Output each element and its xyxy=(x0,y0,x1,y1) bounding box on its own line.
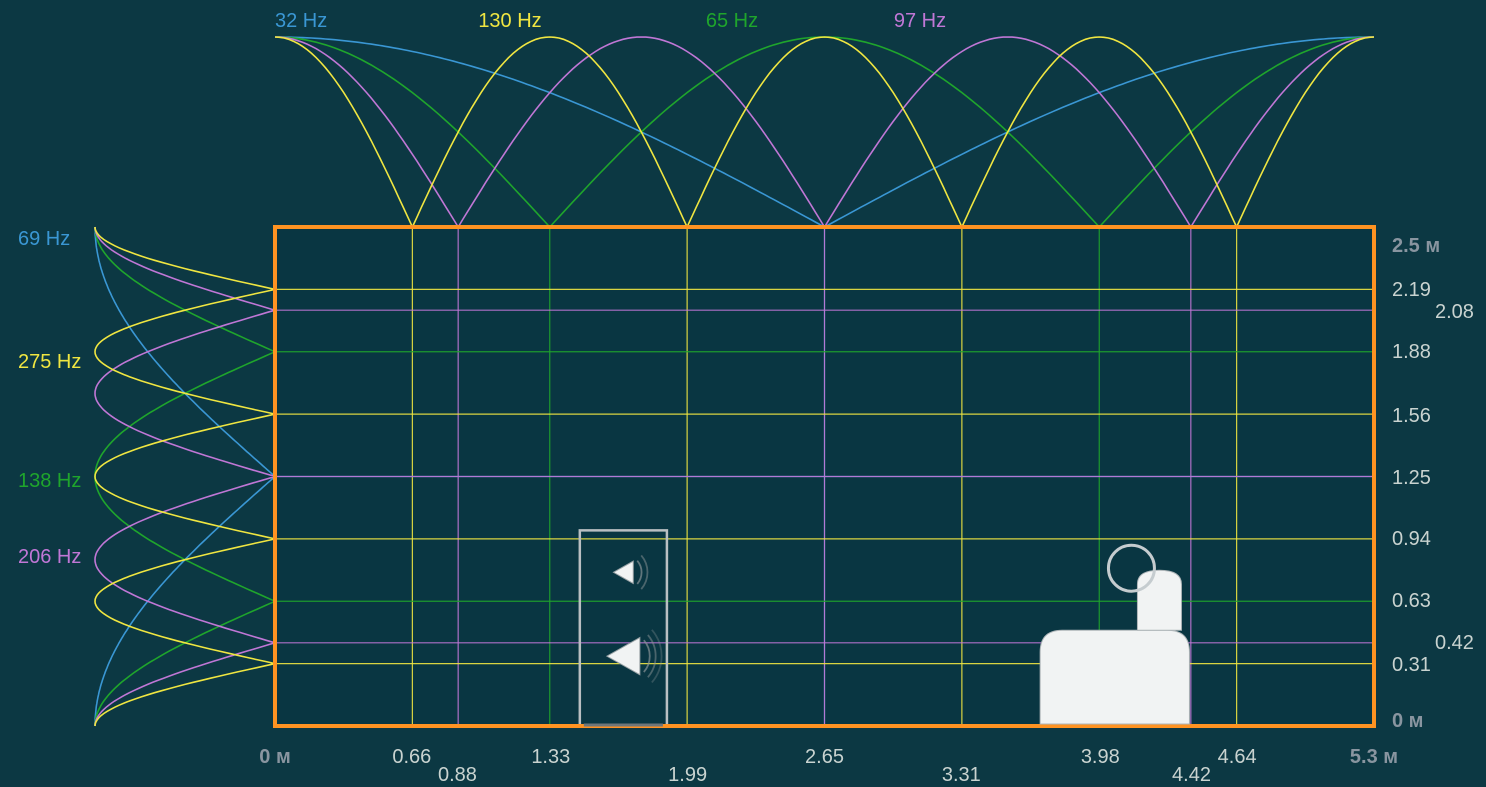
y-axis-end: 2.5 м xyxy=(1392,235,1440,258)
listener-torso xyxy=(1137,570,1181,630)
y-axis-start: 0 м xyxy=(1392,710,1423,733)
x-axis-start: 0 м xyxy=(259,746,290,769)
left-mode-curve xyxy=(95,227,275,726)
y-tick-label: 0.94 xyxy=(1392,528,1431,551)
left-freq-label: 275 Hz xyxy=(18,351,81,374)
diagram-svg xyxy=(0,0,1486,777)
x-tick-label: 1.33 xyxy=(531,746,570,769)
y-tick-label: 0.63 xyxy=(1392,590,1431,613)
top-freq-label: 32 Hz xyxy=(275,10,327,33)
top-mode-curve xyxy=(275,37,1374,227)
x-tick-label: 2.65 xyxy=(805,746,844,769)
x-tick-label: 4.42 xyxy=(1172,764,1211,787)
x-tick-label: 4.64 xyxy=(1218,746,1257,769)
listener-seat xyxy=(1040,630,1189,724)
x-tick-label: 0.66 xyxy=(392,746,431,769)
top-freq-label: 97 Hz xyxy=(894,10,946,33)
left-freq-label: 69 Hz xyxy=(18,228,70,251)
y-tick-label: 0.31 xyxy=(1392,654,1431,677)
left-freq-label: 138 Hz xyxy=(18,470,81,493)
x-tick-label: 0.88 xyxy=(438,764,477,787)
top-freq-label: 65 Hz xyxy=(706,10,758,33)
x-tick-label: 3.31 xyxy=(942,764,981,787)
y-tick-label: 1.56 xyxy=(1392,405,1431,428)
top-freq-label: 130 Hz xyxy=(478,10,541,33)
x-tick-label: 3.98 xyxy=(1081,746,1120,769)
x-tick-label: 1.99 xyxy=(668,764,707,787)
figure-root: 32 Hz 130 Hz 65 Hz 97 Hz 69 Hz 275 Hz 138 Hz 20… xyxy=(0,0,1486,777)
left-freq-label: 206 Hz xyxy=(18,546,81,569)
y-tick-label: 2.19 xyxy=(1392,279,1431,302)
y-tick-label: 2.08 xyxy=(1435,301,1474,324)
y-tick-label: 0.42 xyxy=(1435,632,1474,655)
y-tick-label: 1.25 xyxy=(1392,467,1431,490)
x-axis-end: 5.3 м xyxy=(1350,746,1398,769)
y-tick-label: 1.88 xyxy=(1392,341,1431,364)
